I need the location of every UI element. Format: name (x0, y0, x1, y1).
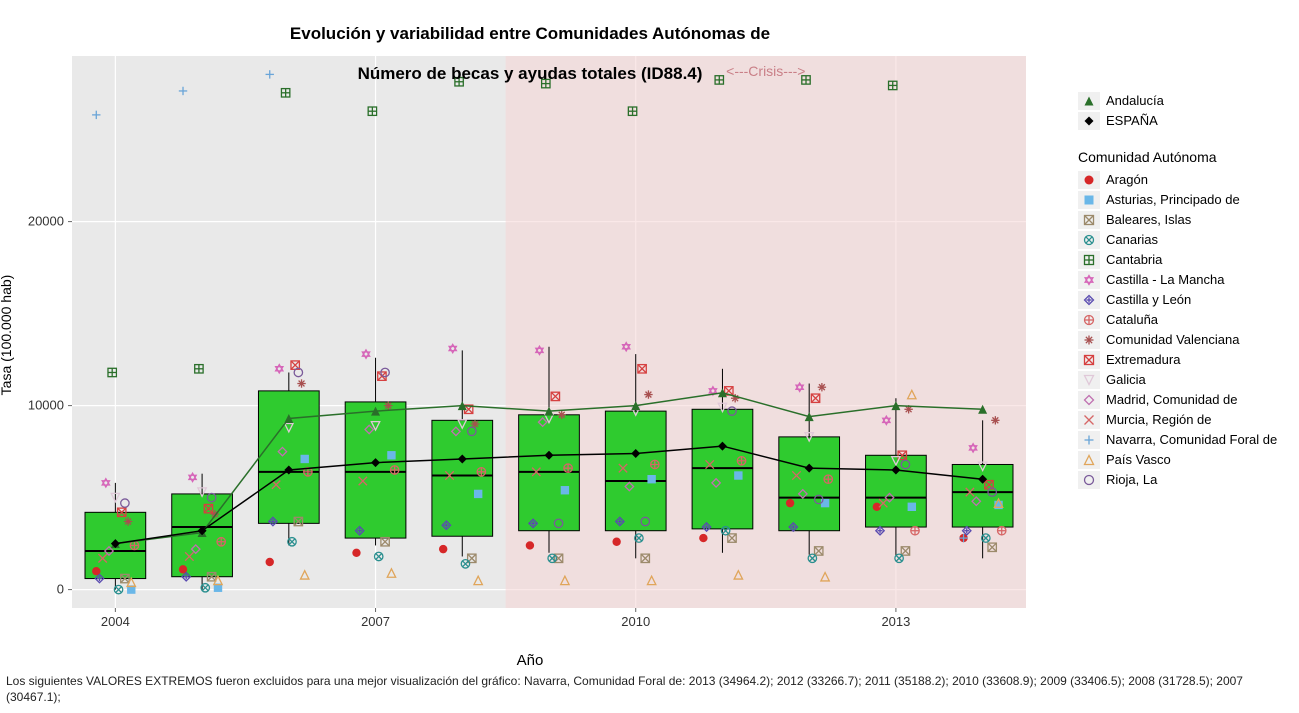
legend-label: Murcia, Región de (1106, 411, 1212, 429)
svg-text:2004: 2004 (101, 614, 130, 629)
x-axis-label: Año (0, 652, 1060, 669)
legend-swatch (1078, 191, 1100, 209)
legend-item: Madrid, Comunidad de (1078, 391, 1277, 409)
legend-label: Aragón (1106, 171, 1148, 189)
legend-swatch (1078, 471, 1100, 489)
legend-item: ESPAÑA (1078, 112, 1277, 130)
legend-item: Asturias, Principado de (1078, 191, 1277, 209)
legend-label: Extremadura (1106, 351, 1180, 369)
svg-text:2007: 2007 (361, 614, 390, 629)
legend-item: Andalucía (1078, 92, 1277, 110)
legend-label: Madrid, Comunidad de (1106, 391, 1238, 409)
legend-item: País Vasco (1078, 451, 1277, 469)
legend-swatch (1078, 251, 1100, 269)
plot-column: Evolución y variabilidad entre Comunidad… (0, 0, 1060, 669)
legend-label: Baleares, Islas (1106, 211, 1191, 229)
legend-swatch (1078, 411, 1100, 429)
legend-swatch (1078, 171, 1100, 189)
legend-label: ESPAÑA (1106, 112, 1158, 130)
legend-item: Aragón (1078, 171, 1277, 189)
legend: Andalucía ESPAÑA Comunidad Autónoma Aragón A… (1060, 0, 1277, 491)
svg-text:20000: 20000 (28, 214, 64, 229)
legend-swatch (1078, 391, 1100, 409)
legend-label: Navarra, Comunidad Foral de (1106, 431, 1277, 449)
legend-label: Comunidad Valenciana (1106, 331, 1239, 349)
legend-swatch (1078, 112, 1100, 130)
legend-item: Baleares, Islas (1078, 211, 1277, 229)
legend-item: Rioja, La (1078, 471, 1277, 489)
legend-swatch (1078, 431, 1100, 449)
legend-label: Rioja, La (1106, 471, 1157, 489)
legend-label: Cantabria (1106, 251, 1162, 269)
legend-item: Canarias (1078, 231, 1277, 249)
svg-text:10000: 10000 (28, 398, 64, 413)
legend-item: Extremadura (1078, 351, 1277, 369)
legend-item: Galicia (1078, 371, 1277, 389)
legend-label: Asturias, Principado de (1106, 191, 1240, 209)
legend-item: Murcia, Región de (1078, 411, 1277, 429)
legend-label: Galicia (1106, 371, 1146, 389)
legend-label: Canarias (1106, 231, 1158, 249)
svg-text:0: 0 (57, 582, 64, 597)
legend-item: Cataluña (1078, 311, 1277, 329)
chart-container: Evolución y variabilidad entre Comunidad… (0, 0, 1299, 669)
footnote: Los siguientes VALORES EXTREMOS fueron e… (0, 669, 1299, 713)
y-axis-label: Tasa (100.000 hab) (0, 274, 14, 395)
title-line-2: Número de becas y ayudas totales (ID88.4… (358, 64, 703, 83)
title-line-1: Evolución y variabilidad entre Comunidad… (290, 24, 770, 43)
legend-swatch (1078, 211, 1100, 229)
legend-item: Castilla - La Mancha (1078, 271, 1277, 289)
legend-swatch (1078, 92, 1100, 110)
legend-label: Castilla y León (1106, 291, 1191, 309)
svg-text:2013: 2013 (881, 614, 910, 629)
legend-item: Navarra, Comunidad Foral de (1078, 431, 1277, 449)
legend-swatch (1078, 371, 1100, 389)
legend-swatch (1078, 291, 1100, 309)
legend-swatch (1078, 311, 1100, 329)
legend-label: Andalucía (1106, 92, 1164, 110)
legend-swatch (1078, 231, 1100, 249)
legend-swatch (1078, 331, 1100, 349)
plot-svg: <---Crisis--->01000020000200420072010201… (0, 0, 1060, 650)
legend-swatch (1078, 271, 1100, 289)
legend-label: Cataluña (1106, 311, 1158, 329)
legend-item: Cantabria (1078, 251, 1277, 269)
legend-item: Castilla y León (1078, 291, 1277, 309)
legend-label: País Vasco (1106, 451, 1171, 469)
svg-text:2010: 2010 (621, 614, 650, 629)
chart-title: Evolución y variabilidad entre Comunidad… (0, 4, 1060, 84)
legend-label: Castilla - La Mancha (1106, 271, 1225, 289)
legend-swatch (1078, 451, 1100, 469)
legend-title: Comunidad Autónoma (1078, 148, 1277, 167)
legend-item: Comunidad Valenciana (1078, 331, 1277, 349)
legend-swatch (1078, 351, 1100, 369)
